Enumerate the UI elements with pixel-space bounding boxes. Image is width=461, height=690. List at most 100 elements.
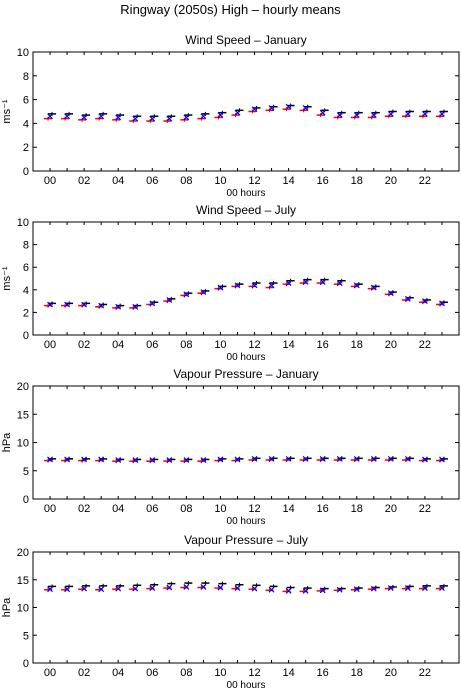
blue-cross-point: [217, 456, 224, 463]
blue-cross-point: [319, 455, 326, 462]
panel-title: Vapour Pressure – July: [184, 533, 308, 547]
blue-cross-point: [132, 115, 139, 122]
blue-cross-point: [98, 586, 105, 593]
blue-cross-point: [183, 457, 190, 463]
x-tick-label: 12: [248, 503, 260, 515]
x-tick-label: 08: [180, 175, 192, 187]
x-tick-label: 06: [146, 339, 158, 351]
blue-cross-point: [387, 290, 394, 297]
blue-cross-point: [319, 278, 326, 285]
x-tick-label: 02: [78, 175, 90, 187]
x-tick-label: 14: [282, 339, 294, 351]
x-tick-label: 16: [317, 503, 329, 515]
y-tick-label: 8: [23, 71, 29, 83]
blue-cross-point: [166, 584, 173, 591]
blue-cross-point: [98, 456, 105, 463]
blue-cross-point: [149, 300, 156, 307]
x-tick-label: 14: [282, 503, 294, 515]
blue-cross-point: [353, 586, 360, 593]
blue-cross-point: [251, 585, 258, 592]
blue-cross-point: [98, 113, 105, 120]
x-tick-label: 18: [351, 339, 363, 351]
y-tick-label: 0: [23, 658, 29, 670]
blue-cross-point: [200, 113, 207, 120]
y-tick-label: 6: [23, 262, 29, 274]
blue-cross-point: [132, 585, 139, 592]
x-tick-label: 02: [78, 667, 90, 679]
blue-cross-point: [149, 457, 156, 463]
blue-cross-point: [404, 585, 411, 591]
y-tick-label: 20: [17, 381, 29, 393]
blue-cross-point: [234, 109, 241, 116]
blue-cross-point: [421, 110, 428, 117]
blue-cross-point: [115, 585, 122, 592]
blue-cross-point: [217, 112, 224, 118]
x-tick-label: 16: [317, 339, 329, 351]
blue-cross-point: [370, 455, 377, 462]
blue-cross-point: [336, 280, 343, 286]
x-tick-label: 10: [214, 339, 226, 351]
blue-cross-point: [200, 289, 207, 295]
vapour-pressure-january-panel: Vapour Pressure – January 0 5 10 15 20 00 02 04 0…: [1, 367, 460, 527]
y-axis-label: hPa: [1, 432, 13, 452]
blue-cross-point: [268, 455, 275, 462]
y-tick-label: 10: [17, 47, 29, 59]
x-axis-label: 00 hours: [227, 516, 266, 527]
axes-frame: [32, 385, 460, 500]
blue-cross-point: [251, 455, 258, 462]
blue-cross-point: [421, 456, 428, 463]
blue-cross-point: [81, 114, 88, 121]
blue-cross-point: [421, 298, 428, 305]
y-tick-label: 4: [23, 285, 29, 297]
y-tick-label: 4: [23, 118, 29, 130]
x-tick-label: 20: [385, 667, 397, 679]
blue-cross-point: [183, 291, 190, 298]
blue-cross-point: [183, 584, 190, 590]
blue-cross-point: [336, 455, 343, 462]
x-tick-label: 00: [44, 339, 56, 351]
x-tick-label: 04: [112, 503, 124, 515]
blue-cross-point: [370, 112, 377, 118]
blue-cross-point: [302, 455, 309, 462]
blue-cross-point: [404, 455, 411, 462]
x-tick-label: 00: [44, 503, 56, 515]
y-tick-label: 10: [17, 603, 29, 615]
y-tick-label: 0: [23, 494, 29, 506]
figure-title: Ringway (2050s) High – hourly means: [120, 2, 341, 17]
blue-cross-point: [319, 587, 326, 594]
x-axis-label: 00 hours: [227, 188, 266, 199]
blue-cross-point: [166, 457, 173, 463]
x-tick-label: 06: [146, 503, 158, 515]
blue-cross-point: [200, 457, 207, 463]
blue-cross-point: [149, 585, 156, 591]
blue-cross-point: [404, 295, 411, 302]
blue-cross-point: [47, 301, 53, 308]
x-tick-label: 08: [180, 339, 192, 351]
x-tick-label: 02: [78, 503, 90, 515]
x-axis-label: 00 hours: [227, 352, 266, 363]
blue-cross-point: [132, 303, 139, 310]
y-tick-label: 15: [17, 409, 29, 421]
blue-cross-point: [302, 105, 309, 111]
blue-cross-point: [98, 302, 105, 309]
blue-cross-point: [132, 457, 139, 463]
blue-cross-point: [387, 585, 394, 591]
blue-cross-point: [234, 585, 241, 591]
x-axis-label: 00 hours: [227, 680, 266, 690]
blue-cross-point: [64, 113, 71, 120]
blue-cross-point: [268, 105, 275, 111]
x-tick-label: 04: [112, 667, 124, 679]
x-tick-label: 06: [146, 667, 158, 679]
blue-cross-point: [285, 280, 292, 286]
blue-cross-point: [421, 585, 428, 591]
blue-cross-point: [166, 297, 173, 303]
x-tick-label: 22: [419, 175, 431, 187]
axes-frame: [32, 51, 460, 172]
blue-cross-point: [47, 586, 53, 593]
vapour-pressure-july-panel: Vapour Pressure – July 0 5 10 15 20 00 02 04 06 08…: [1, 533, 460, 690]
x-tick-label: 14: [282, 175, 294, 187]
blue-cross-point: [268, 282, 275, 289]
x-tick-label: 18: [351, 667, 363, 679]
blue-cross-point: [251, 106, 258, 113]
